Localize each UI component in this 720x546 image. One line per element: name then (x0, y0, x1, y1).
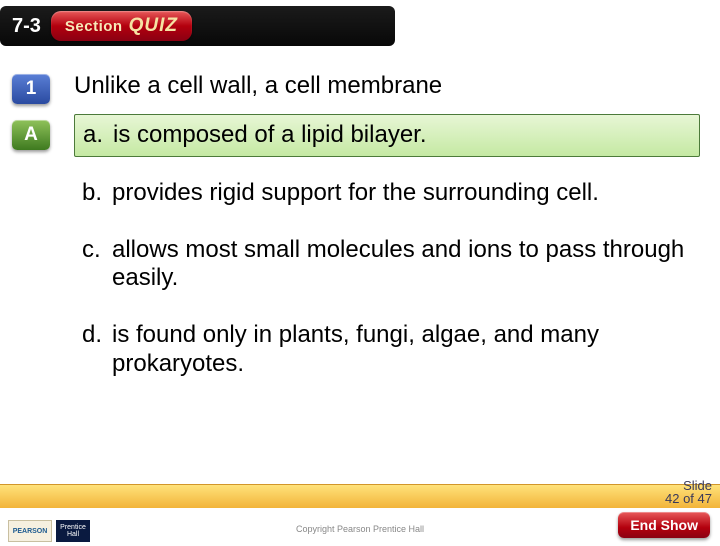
footer-accent-bar: Slide 42 of 47 (0, 484, 720, 508)
end-show-button[interactable]: End Show (618, 512, 710, 538)
answer-letter: b. (82, 179, 112, 208)
answer-text: is composed of a lipid bilayer. (113, 121, 691, 150)
answer-option-d[interactable]: d. is found only in plants, fungi, algae… (74, 315, 700, 385)
answers-list: a. is composed of a lipid bilayer. b. pr… (74, 114, 700, 401)
answer-letter: c. (82, 236, 112, 294)
answer-letter: d. (82, 321, 112, 379)
answers-wrap: A a. is composed of a lipid bilayer. b. … (12, 114, 700, 401)
pill-label-small: Section (65, 18, 123, 35)
section-number: 7-3 (12, 15, 41, 38)
answer-option-c[interactable]: c. allows most small molecules and ions … (74, 230, 700, 300)
copyright-text: Copyright Pearson Prentice Hall (0, 524, 720, 534)
answer-text: allows most small molecules and ions to … (112, 236, 692, 294)
question-text: Unlike a cell wall, a cell membrane (74, 72, 700, 101)
answer-text: is found only in plants, fungi, algae, a… (112, 321, 692, 379)
answer-option-a[interactable]: a. is composed of a lipid bilayer. (74, 114, 700, 157)
section-quiz-pill: Section QUIZ (51, 11, 192, 41)
correct-answer-badge: A (12, 120, 50, 150)
slide-counter: Slide 42 of 47 (665, 479, 712, 506)
answer-letter: a. (83, 121, 113, 150)
question-row: 1 Unlike a cell wall, a cell membrane (12, 72, 700, 104)
content-area: 1 Unlike a cell wall, a cell membrane A … (12, 72, 700, 401)
answer-text: provides rigid support for the surroundi… (112, 179, 692, 208)
header-bar: 7-3 Section QUIZ (0, 6, 395, 46)
pill-label-big: QUIZ (129, 15, 178, 37)
answer-option-b[interactable]: b. provides rigid support for the surrou… (74, 173, 700, 214)
question-number-badge: 1 (12, 74, 50, 104)
slide-label-line2: 42 of 47 (665, 492, 712, 506)
slide-label-line1: Slide (665, 479, 712, 493)
